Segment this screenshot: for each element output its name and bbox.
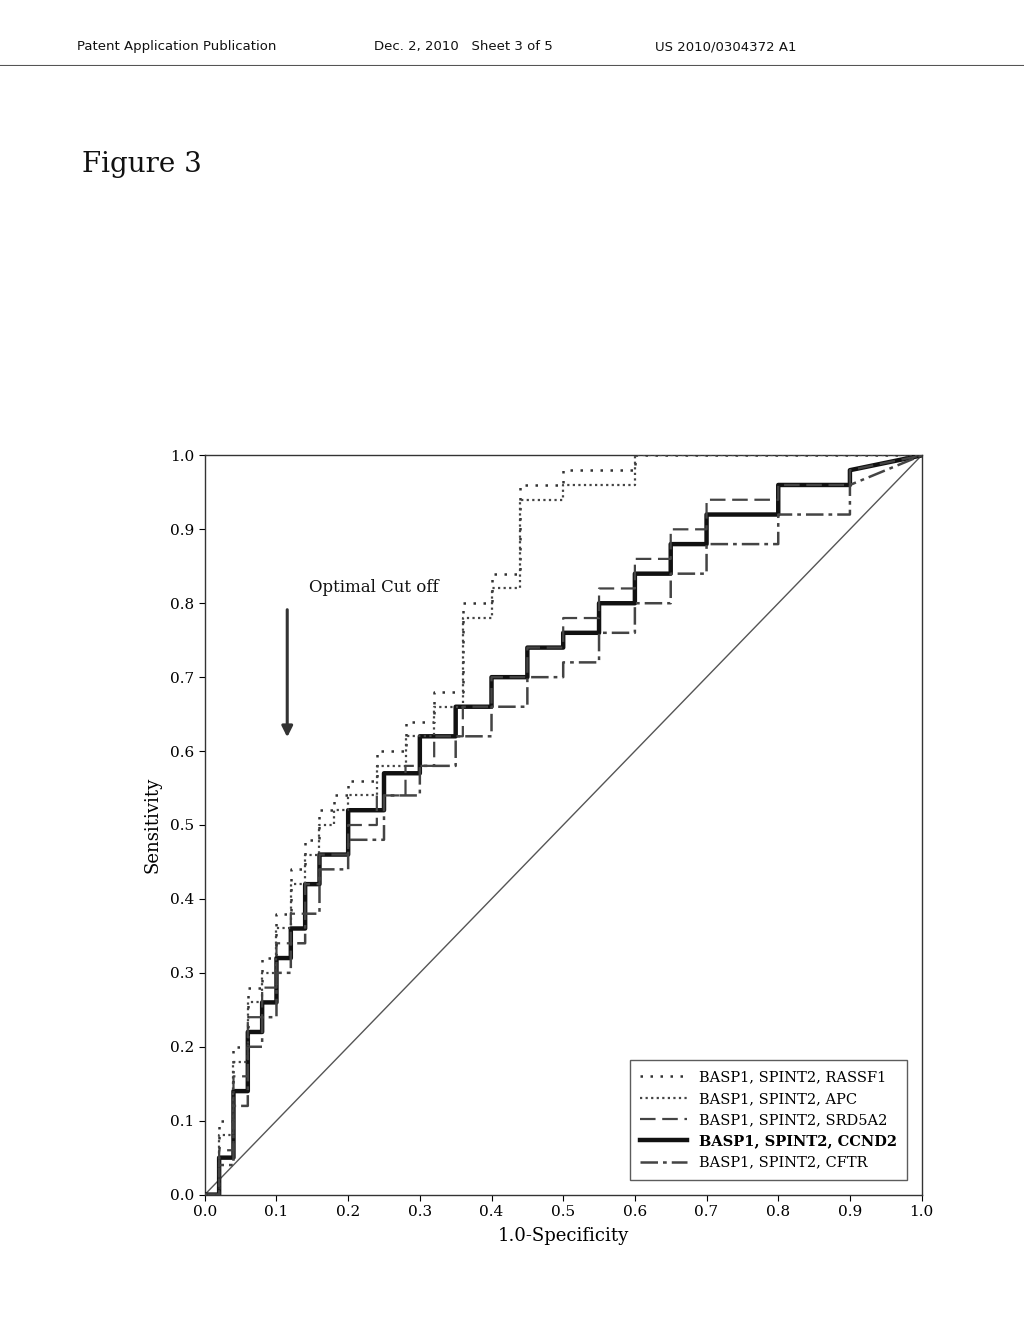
Legend: BASP1, SPINT2, RASSF1, BASP1, SPINT2, APC, BASP1, SPINT2, SRD5A2, BASP1, SPINT2,: BASP1, SPINT2, RASSF1, BASP1, SPINT2, AP… xyxy=(630,1060,907,1180)
Y-axis label: Sensitivity: Sensitivity xyxy=(143,777,162,873)
Text: Figure 3: Figure 3 xyxy=(82,150,202,178)
X-axis label: 1.0-Specificity: 1.0-Specificity xyxy=(498,1228,629,1245)
Text: Optimal Cut off: Optimal Cut off xyxy=(309,579,438,597)
Text: US 2010/0304372 A1: US 2010/0304372 A1 xyxy=(655,40,797,53)
Text: Patent Application Publication: Patent Application Publication xyxy=(77,40,276,53)
Text: Dec. 2, 2010   Sheet 3 of 5: Dec. 2, 2010 Sheet 3 of 5 xyxy=(374,40,553,53)
